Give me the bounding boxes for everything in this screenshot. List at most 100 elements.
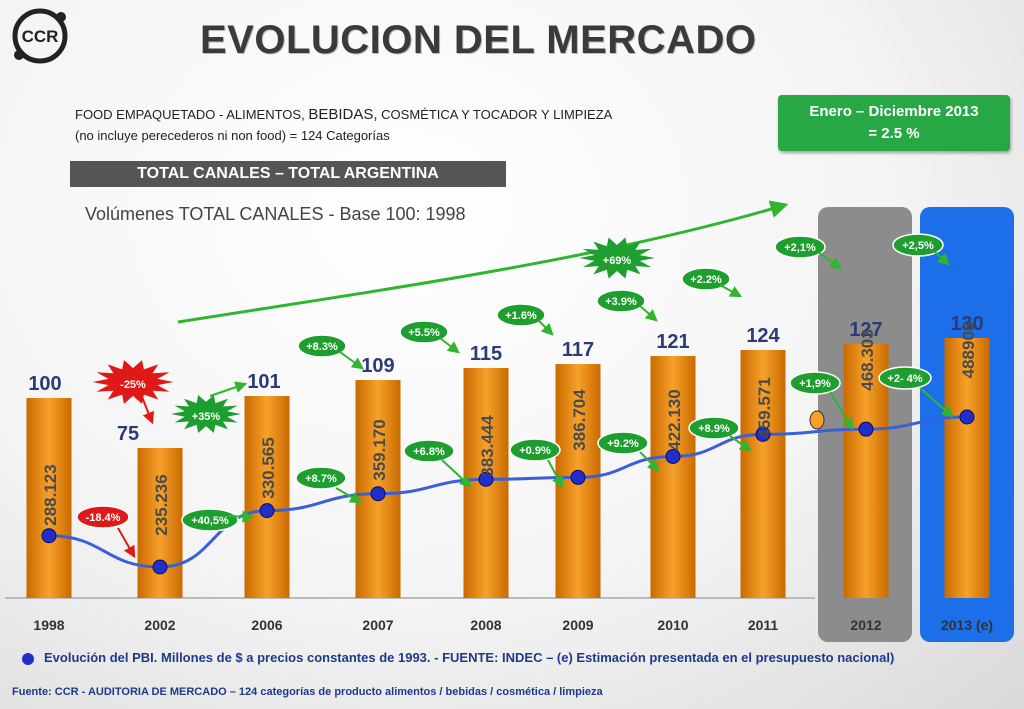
pbi-value-label: 383.444 — [478, 415, 497, 477]
volume-change-badge: +1.6% — [496, 303, 546, 327]
pbi-change-badge: +6.8% — [403, 439, 455, 463]
pbi-change-badge: -18.4% — [76, 505, 130, 529]
bar-2006 — [244, 396, 290, 598]
badge-label: +1.6% — [505, 310, 537, 322]
badge-label: +8.9% — [698, 423, 730, 435]
badge-label: +9.2% — [607, 438, 639, 450]
x-tick-label: 2010 — [657, 617, 688, 633]
badge-label: +0.9% — [519, 445, 551, 457]
pbi-change-badge: +40,5% — [181, 508, 239, 532]
badge-label: +5.5% — [408, 327, 440, 339]
x-tick-label: 2002 — [144, 617, 175, 633]
change-arrow — [439, 337, 460, 354]
badge-label: +8.3% — [306, 341, 338, 353]
change-arrow — [537, 319, 554, 336]
pbi-change-badge: +9.2% — [597, 431, 649, 455]
highlight-box: Enero – Diciembre 2013 = 2.5 % — [778, 95, 1010, 151]
change-arrow — [919, 387, 954, 418]
index-label: 75 — [117, 423, 139, 445]
pbi-point — [858, 421, 874, 437]
orange-marker — [809, 410, 825, 430]
volume-change-badge: +8.3% — [297, 334, 347, 358]
x-tick-label: 1998 — [33, 617, 64, 633]
badge-label: -18.4% — [86, 512, 121, 524]
volume-change-badge: +2,5% — [892, 233, 944, 257]
pbi-value-label: 386.704 — [570, 389, 589, 451]
pbi-point — [259, 503, 275, 519]
badge-label: +40,5% — [191, 515, 229, 527]
volume-change-badge: +3.9% — [596, 289, 646, 313]
badge-label: +2- 4% — [887, 373, 922, 385]
burst-label: +35% — [192, 411, 221, 423]
overall-change-burst: +69% — [579, 237, 655, 279]
trend-arrow — [177, 200, 789, 324]
pbi-point — [570, 469, 586, 485]
index-label: 101 — [247, 371, 280, 393]
pbi-change-badge: +8.9% — [688, 416, 740, 440]
pbi-point — [755, 426, 771, 442]
pbi-change-badge: +2- 4% — [878, 366, 932, 390]
change-arrow — [817, 251, 842, 270]
channel-box: TOTAL CANALES – TOTAL ARGENTINA — [70, 161, 506, 187]
x-tick-label: 2012 — [850, 617, 881, 633]
pbi-point — [959, 409, 975, 425]
badge-label: +3.9% — [605, 296, 637, 308]
pbi-point — [665, 448, 681, 464]
x-tick-label: 2013 (e) — [941, 617, 993, 633]
highlight-line-2: = 2.5 % — [868, 125, 920, 142]
bar-2011 — [740, 350, 786, 598]
badge-label: +1,9% — [799, 378, 831, 390]
x-tick-label: 2007 — [362, 617, 393, 633]
bar-1998 — [26, 398, 72, 598]
badge-label: +2.2% — [690, 274, 722, 286]
subtitle-part-a: FOOD EMPAQUETADO - ALIMENTOS, — [75, 107, 305, 122]
change-arrow — [335, 487, 363, 504]
bar-2013 (e) — [944, 338, 990, 598]
index-label: 130 — [950, 313, 983, 335]
pbi-point — [41, 528, 57, 544]
pbi-value-label: 488908 — [959, 322, 978, 379]
pbi-value-label: 422.130 — [665, 389, 684, 450]
legend-dot-icon — [22, 652, 34, 665]
page-title: EVOLUCION DEL MERCADO — [200, 18, 757, 62]
pbi-line — [48, 415, 968, 569]
subtitle-line-2: (no incluye perecederos ni non food) = 1… — [75, 128, 390, 143]
x-tick-label: 2008 — [470, 617, 501, 633]
volume-change-badge: +2,1% — [774, 235, 826, 259]
volume-change-badge: +2.2% — [681, 267, 731, 291]
change-arrow — [139, 391, 155, 425]
legend-text: Evolución del PBI. Millones de $ a preci… — [44, 650, 895, 665]
change-arrow — [209, 381, 248, 397]
bar-2010 — [650, 356, 696, 598]
logo-text: CCR — [22, 27, 59, 46]
pbi-value-label: 235.236 — [152, 474, 171, 535]
badge-label: +8.7% — [305, 473, 337, 485]
index-label: 115 — [470, 343, 502, 365]
highlight-line-1: Enero – Diciembre 2013 — [809, 103, 979, 120]
x-tick-label: 2006 — [251, 617, 282, 633]
change-arrow — [729, 435, 752, 452]
subtitle-part-c: COSMÉTICA Y TOCADOR Y LIMPIEZA — [381, 107, 613, 122]
pbi-value-label: 459.571 — [755, 377, 774, 438]
index-label: 121 — [656, 331, 689, 353]
index-label: 124 — [746, 325, 780, 347]
change-arrow — [934, 251, 950, 266]
pbi-point — [370, 486, 386, 502]
bar-2012 — [843, 344, 889, 598]
change-arrow — [547, 459, 564, 489]
pbi-change-badge: +1,9% — [789, 371, 841, 395]
pbi-change-badge: +8.7% — [295, 466, 347, 490]
change-arrow — [829, 391, 854, 431]
burst-label: -25% — [120, 379, 146, 391]
change-arrow — [339, 351, 364, 370]
volume-label: Volúmenes TOTAL CANALES - Base 100: 1998 — [85, 204, 466, 224]
badge-label: +6.8% — [413, 446, 445, 458]
index-label: 127 — [849, 319, 882, 341]
pbi-change-badge: +0.9% — [509, 438, 561, 462]
burst-label: +69% — [603, 255, 632, 267]
badge-label: +2,5% — [902, 240, 934, 252]
change-arrow — [639, 305, 658, 322]
ccr-logo: CCR — [12, 8, 68, 64]
volume-change-burst: +35% — [170, 395, 242, 433]
change-arrow — [227, 510, 255, 523]
